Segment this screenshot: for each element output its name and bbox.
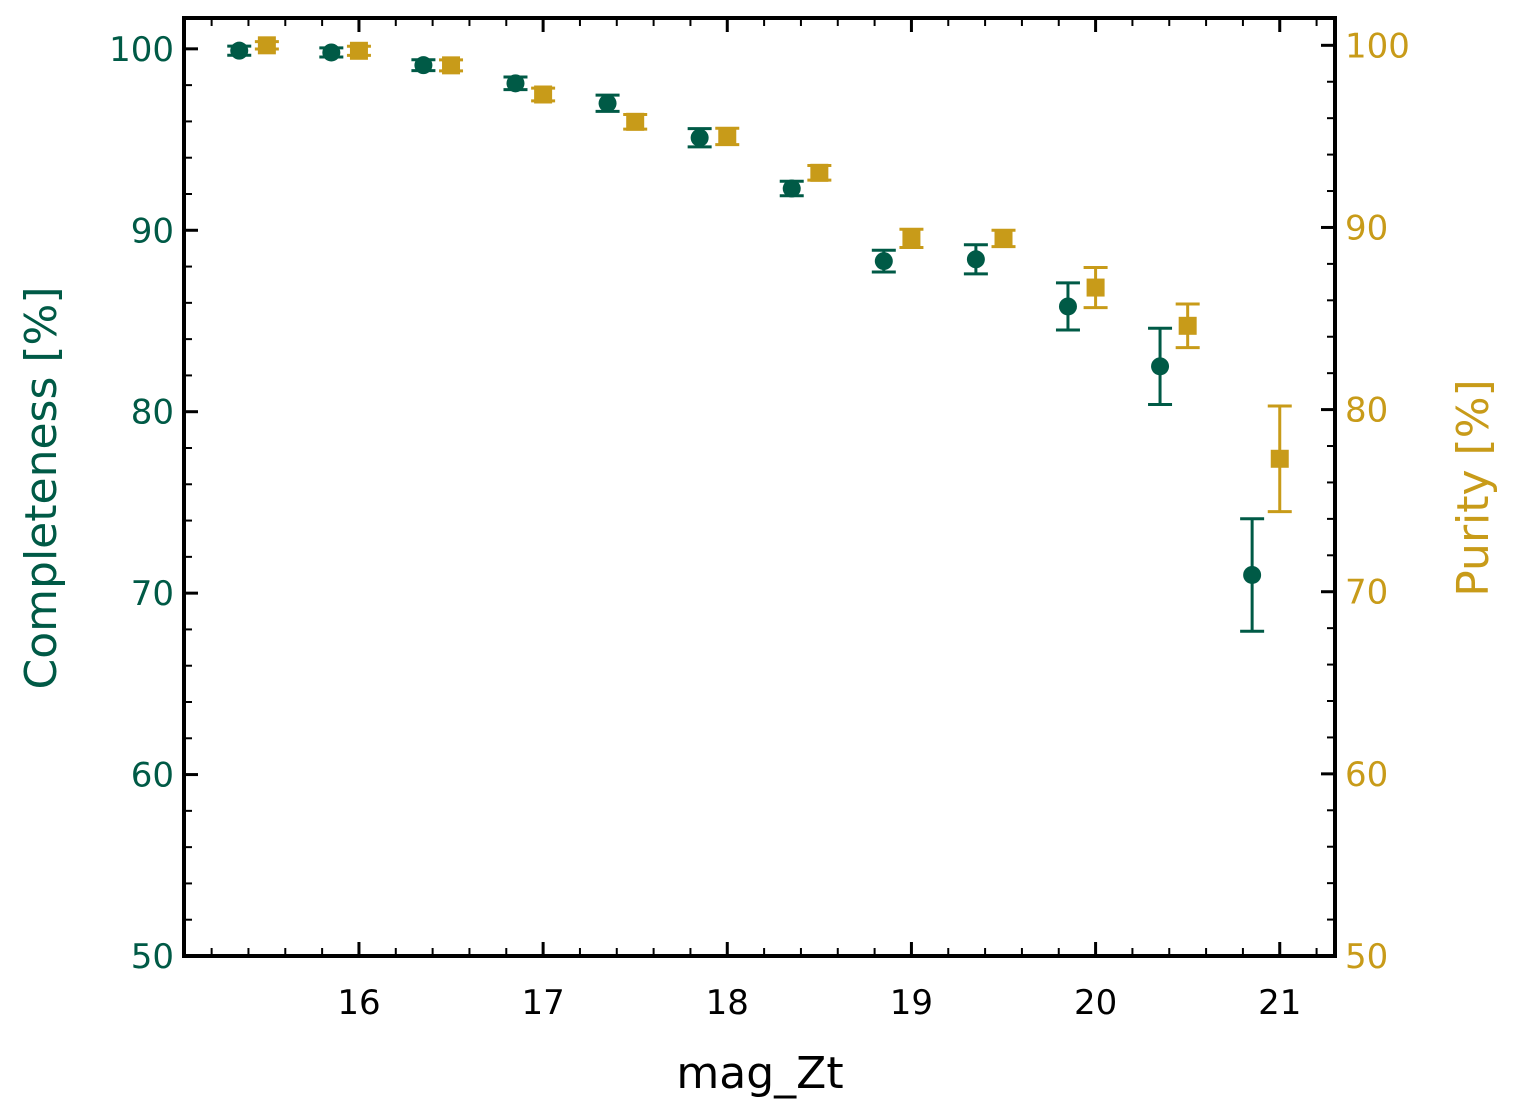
y-right-tick-label: 60 — [1345, 755, 1388, 795]
data-point-square — [994, 229, 1013, 248]
x-tick-label: 16 — [337, 983, 380, 1023]
completeness-series — [227, 41, 1265, 633]
data-point-circle — [598, 94, 617, 113]
y-left-tick-label: 80 — [131, 393, 174, 433]
data-point-square — [810, 163, 829, 182]
x-tick-label: 19 — [890, 983, 933, 1023]
data-point-circle — [322, 43, 341, 62]
data-point-square — [442, 56, 461, 75]
y-axis-left-title: Completeness [%] — [16, 287, 67, 690]
data-point-circle — [1151, 357, 1170, 376]
purity-series — [254, 36, 1292, 514]
data-point-circle — [230, 41, 249, 60]
data-point-circle — [782, 179, 801, 198]
y-left-tick-label: 70 — [131, 574, 174, 614]
data-point-square — [257, 36, 276, 55]
x-tick-label: 20 — [1074, 983, 1117, 1023]
x-tick-label: 21 — [1258, 983, 1301, 1023]
data-point-square — [349, 41, 368, 60]
data-point-square — [1086, 278, 1105, 297]
y-right-tick-label: 70 — [1345, 573, 1388, 613]
data-point-circle — [874, 252, 893, 271]
data-point-circle — [506, 74, 525, 93]
series-layer — [227, 36, 1292, 633]
data-point-circle — [414, 56, 433, 75]
data-point-square — [1178, 316, 1197, 335]
y-left-tick-label: 100 — [109, 30, 174, 70]
data-point-square — [534, 85, 553, 104]
y-axis-right-title: Purity [%] — [1448, 379, 1499, 596]
data-point-square — [902, 229, 921, 248]
y-left-tick-label: 90 — [131, 211, 174, 251]
plot-frame — [182, 16, 1337, 958]
x-axis-title: mag_Zt — [676, 1048, 843, 1099]
y-left-tick-label: 50 — [131, 937, 174, 977]
y-right-tick-label: 50 — [1345, 937, 1388, 977]
y-right-tick-label: 90 — [1345, 208, 1388, 248]
y-right-tick-label: 100 — [1345, 26, 1410, 66]
x-tick-label: 17 — [521, 983, 564, 1023]
data-point-circle — [966, 250, 985, 269]
data-point-square — [1270, 449, 1289, 468]
y-left-tick-label: 60 — [131, 756, 174, 796]
data-point-square — [626, 112, 645, 131]
data-point-square — [718, 127, 737, 146]
data-point-circle — [1243, 565, 1262, 584]
y-right-tick-label: 80 — [1345, 391, 1388, 431]
data-point-circle — [690, 128, 709, 147]
ticks-layer: 16 17 18 19 20 21 50 60 70 80 90 100 50 60 70 80 90 100 — [109, 18, 1410, 1023]
data-point-circle — [1058, 297, 1077, 316]
x-tick-label: 18 — [706, 983, 749, 1023]
